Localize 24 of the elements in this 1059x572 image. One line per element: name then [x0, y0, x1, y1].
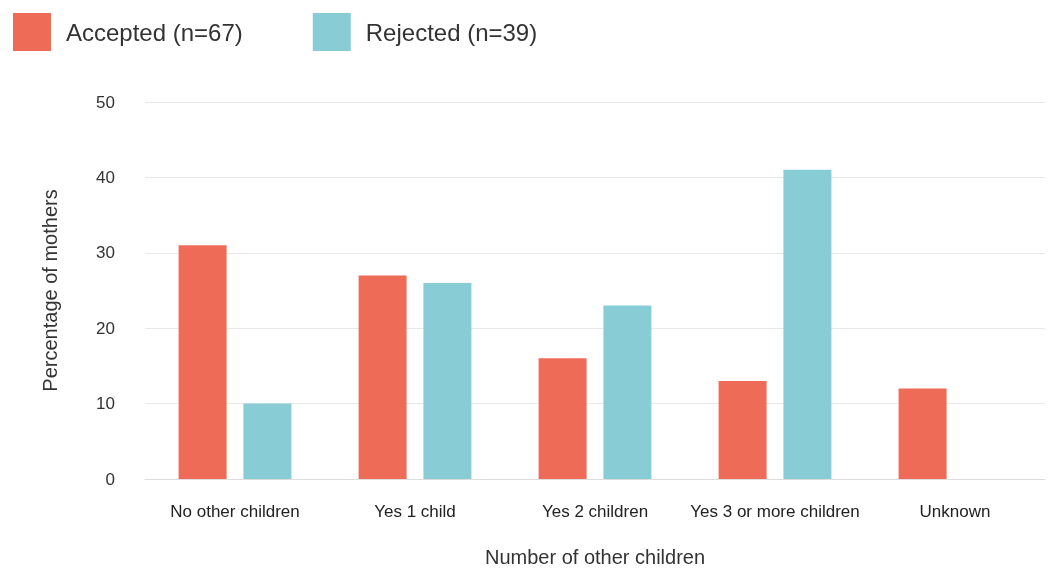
- x-tick-label: Yes 2 children: [541, 502, 649, 521]
- y-tick-label: 0: [105, 469, 115, 489]
- bar: [898, 388, 947, 479]
- x-tick-label: Unknown: [919, 502, 991, 521]
- y-tick-label: 10: [96, 394, 115, 414]
- y-tick-label: 40: [96, 167, 115, 187]
- x-tick-label: No other children: [170, 502, 300, 521]
- bar: [358, 275, 407, 479]
- y-axis-title: Percentage of mothers: [39, 189, 61, 392]
- bar: [603, 305, 652, 479]
- y-tick-label: 30: [96, 243, 115, 263]
- y-tick-label: 50: [96, 92, 115, 112]
- bar: [538, 358, 587, 479]
- x-tick-label: Yes 1 child: [374, 502, 456, 521]
- bar: [423, 282, 472, 479]
- bar: [178, 245, 227, 479]
- x-tick-label: Yes 3 or more children: [690, 502, 860, 521]
- x-axis-title: Number of other children: [484, 546, 706, 568]
- legend-label: Rejected (n=39): [365, 18, 538, 46]
- legend-label: Accepted (n=67): [66, 18, 243, 46]
- bar: [783, 169, 832, 479]
- y-tick-label: 20: [96, 318, 115, 338]
- bar: [718, 380, 767, 479]
- bar: [243, 403, 292, 479]
